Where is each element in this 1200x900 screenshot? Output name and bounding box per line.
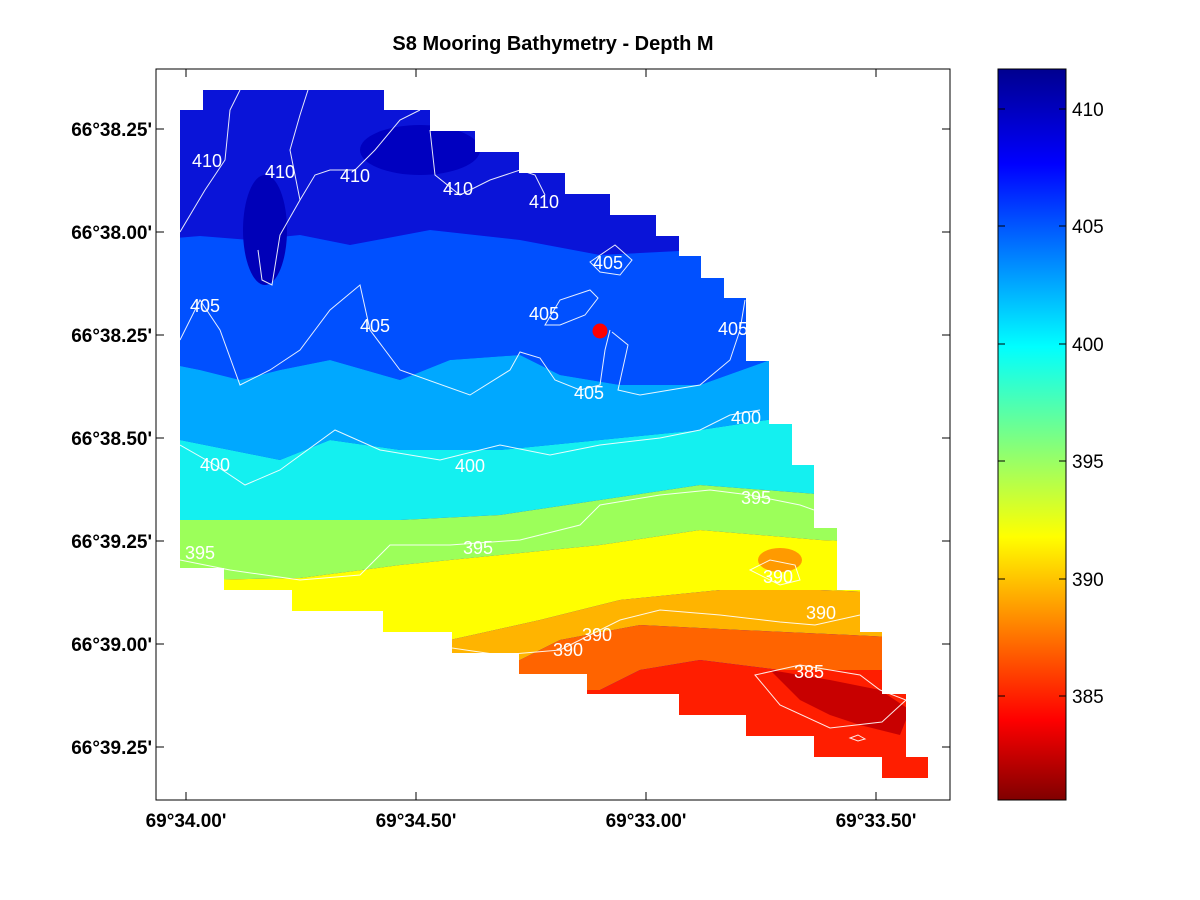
contour-405-b: [544, 289, 599, 326]
chart-title: S8 Mooring Bathymetry - Depth M: [392, 33, 713, 55]
colorbar-tick-label: 405: [1072, 217, 1104, 238]
x-axis-ticks: [185, 69, 877, 800]
shallow-patch: [758, 548, 802, 572]
contour-410-a: [180, 90, 241, 233]
depth-band-390: [180, 590, 928, 660]
contour-label-405-2: 405: [360, 316, 390, 336]
y-tick-label: 66°39.00': [71, 635, 152, 656]
contour-label-390-1: 390: [763, 567, 793, 587]
contour-label-405-3: 405: [529, 304, 559, 324]
y-tick-label: 66°39.25': [71, 738, 152, 759]
colorbar-tick-label: 400: [1072, 335, 1104, 356]
depth-band-400: [180, 355, 928, 460]
colorbar-tick-label: 395: [1072, 452, 1104, 473]
contour-label-395-3: 395: [741, 488, 771, 508]
contour-405-a: [180, 284, 611, 396]
contour-label-410-4: 410: [443, 179, 473, 199]
x-tick-label: 69°33.50': [836, 811, 917, 832]
x-tick-label: 69°34.50': [376, 811, 457, 832]
y-tick-label: 66°38.25': [71, 326, 152, 347]
contour-400: [180, 409, 761, 486]
deep-patch-north: [360, 125, 480, 175]
deep-patch-west: [243, 175, 287, 285]
contour-label-390-3: 390: [582, 625, 612, 645]
y-axis-ticks: [156, 128, 950, 748]
mooring-marker: [592, 323, 608, 339]
colorbar-tick-label: 410: [1072, 100, 1104, 121]
contour-label-400-3: 400: [731, 408, 761, 428]
contour-label-395-1: 395: [185, 543, 215, 563]
contour-label-405-6: 405: [718, 319, 748, 339]
colorbar-gradient: [997, 68, 1067, 801]
contour-label-410-5: 410: [529, 192, 559, 212]
y-tick-label: 66°38.25': [71, 120, 152, 141]
y-tick-label: 66°38.00': [71, 223, 152, 244]
y-tick-label: 66°39.25': [71, 532, 152, 553]
colorbar-ticks: [998, 108, 1066, 697]
colorbar-tick-label: 385: [1072, 687, 1104, 708]
contour-405-d: [611, 299, 746, 396]
contour-410-d: [429, 129, 546, 196]
x-tick-label: 69°33.00': [606, 811, 687, 832]
colorbar-tick-label: 390: [1072, 570, 1104, 591]
contour-label-385-1: 385: [794, 662, 824, 682]
contour-label-390-2: 390: [806, 603, 836, 623]
contour-405-c: [589, 244, 633, 276]
contour-label-400-2: 400: [455, 456, 485, 476]
contour-label-410-1: 410: [192, 151, 222, 171]
contour-labels: 410 410 410 410 410 405 405 405 405 405 …: [185, 151, 836, 682]
contour-label-395-2: 395: [463, 538, 493, 558]
contour-385-small: [848, 734, 867, 742]
y-tick-labels: 66°38.25' 66°38.00' 66°38.25' 66°38.50' …: [71, 120, 152, 759]
depth-band-382: [770, 670, 910, 735]
contour-410-c: [299, 109, 421, 201]
x-tick-labels: 69°34.00' 69°34.50' 69°33.00' 69°33.50': [146, 811, 917, 832]
axes-frame: [155, 68, 951, 801]
contour-label-405-1: 405: [190, 296, 220, 316]
depth-band-398: [180, 410, 928, 520]
contour-label-405-5: 405: [574, 383, 604, 403]
contour-label-400-1: 400: [200, 455, 230, 475]
contour-385: [754, 664, 907, 729]
contour-410-b: [257, 90, 309, 286]
contour-390-b: [451, 609, 861, 656]
y-tick-label: 66°38.50': [71, 429, 152, 450]
contour-lines: [180, 90, 907, 742]
contour-label-390-4: 390: [553, 640, 583, 660]
x-tick-label: 69°34.00': [146, 811, 227, 832]
contour-395: [180, 489, 815, 581]
contour-390-a: [748, 559, 801, 586]
colorbar: 410 405 400 395 390 385: [997, 68, 1104, 801]
contour-label-410-3: 410: [340, 166, 370, 186]
contour-label-405-4: 405: [593, 253, 623, 273]
contour-label-410-2: 410: [265, 162, 295, 182]
